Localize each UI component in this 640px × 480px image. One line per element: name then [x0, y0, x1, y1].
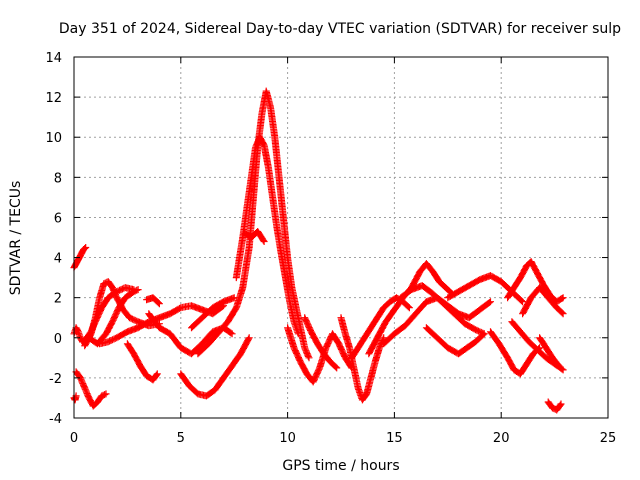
series-arc-j [143, 294, 163, 308]
data-point-markers [544, 398, 565, 414]
data-point-markers [72, 368, 110, 410]
y-tick-label: 2 [54, 292, 62, 307]
data-point-markers [301, 314, 341, 372]
series-arc-r [301, 314, 341, 372]
data-point-markers [397, 282, 488, 338]
y-tick-label: -2 [49, 372, 62, 387]
y-axis-label: SDTVAR / TECUs [8, 181, 24, 296]
y-tick-label: 6 [54, 211, 62, 226]
x-tick-label: 0 [70, 431, 78, 446]
x-tick-label: 15 [386, 431, 403, 446]
x-axis-label: GPS time / hours [282, 458, 399, 474]
series-arc-o [232, 133, 302, 338]
data-point-markers [232, 133, 302, 338]
data-point-markers [194, 87, 313, 362]
y-tick-label: 12 [45, 91, 62, 106]
grid-lines [74, 57, 608, 418]
data-points [70, 87, 567, 414]
y-tick-label: -4 [49, 412, 62, 427]
axis-ticks [73, 56, 609, 419]
series-arc-z [487, 328, 544, 378]
x-tick-labels: 0 5 10 15 20 25 [70, 431, 616, 446]
data-point-markers [422, 324, 488, 358]
x-tick-label: 20 [493, 431, 510, 446]
series-arc-s [337, 314, 388, 404]
data-point-markers [177, 334, 253, 400]
plot-frame [73, 56, 609, 419]
data-point-markers [504, 258, 567, 306]
y-tick-label: 8 [54, 171, 62, 186]
series-arc-ee [544, 398, 565, 414]
series-arc-b [70, 392, 80, 404]
series-arc-cc [519, 284, 567, 318]
series-arc-q [284, 324, 356, 386]
x-tick-label: 25 [600, 431, 617, 446]
series-arc-aa [504, 258, 567, 306]
data-point-markers [143, 294, 163, 308]
series-arc-n [194, 87, 313, 362]
y-tick-label: 14 [45, 51, 62, 66]
data-point-markers [70, 392, 80, 404]
data-point-markers [188, 294, 238, 332]
data-point-markers [536, 334, 563, 370]
series-arc-y [444, 272, 527, 306]
y-tick-labels: -4 -2 0 2 4 6 8 10 12 14 [45, 51, 62, 427]
series-arc-d [72, 368, 110, 410]
y-tick-label: 0 [54, 332, 62, 347]
series-arc-l [177, 334, 253, 400]
data-point-markers [444, 272, 527, 306]
y-tick-label: 4 [54, 252, 62, 267]
x-tick-label: 10 [279, 431, 296, 446]
series-arc-m [188, 294, 238, 332]
series-arc-dd [536, 334, 563, 370]
data-point-markers [85, 286, 142, 348]
series-arc-i [123, 340, 161, 384]
series-arc-p [241, 228, 268, 245]
data-point-markers [123, 340, 161, 384]
data-point-markers [337, 314, 388, 404]
data-point-markers [487, 328, 544, 378]
series-arc-x [422, 324, 488, 358]
data-point-markers [241, 228, 268, 245]
data-point-markers [284, 324, 356, 386]
data-point-markers [519, 284, 567, 318]
series-arc-g [85, 286, 142, 348]
x-tick-label: 5 [177, 431, 185, 446]
series-arc-w [397, 282, 488, 338]
chart-title: Day 351 of 2024, Sidereal Day-to-day VTE… [59, 21, 621, 37]
y-tick-label: 10 [45, 131, 62, 146]
